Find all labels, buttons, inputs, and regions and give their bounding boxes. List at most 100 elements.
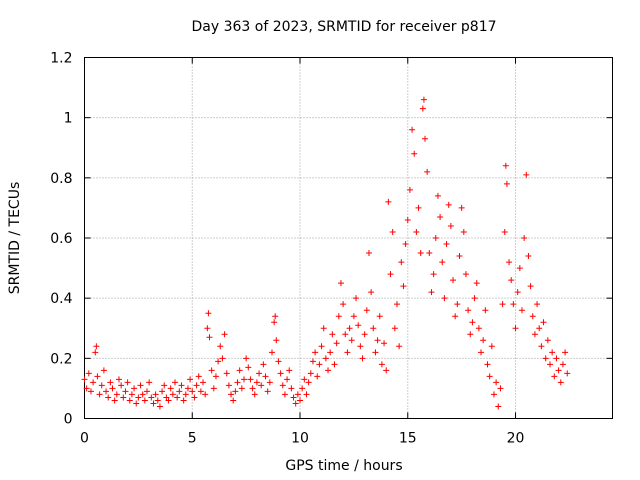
data-point: [331, 361, 338, 368]
data-point: [318, 343, 325, 350]
data-point: [262, 373, 269, 380]
data-point: [365, 250, 372, 257]
data-point: [133, 400, 140, 407]
data-point: [484, 361, 491, 368]
data-point: [115, 376, 122, 383]
data-point: [419, 105, 426, 112]
data-point: [434, 192, 441, 199]
data-point: [154, 397, 161, 404]
data-point: [445, 201, 452, 208]
data-point: [499, 301, 506, 308]
data-point: [141, 397, 148, 404]
data-point: [372, 349, 379, 356]
data-point: [374, 337, 381, 344]
data-point: [202, 391, 209, 398]
data-point: [424, 168, 431, 175]
x-axis-label: GPS time / hours: [285, 458, 402, 474]
data-point: [370, 325, 377, 332]
data-point: [559, 361, 566, 368]
data-point: [393, 301, 400, 308]
data-point: [428, 289, 435, 296]
data-point: [404, 216, 411, 223]
data-point: [415, 204, 422, 211]
data-point: [523, 171, 530, 178]
y-tick-label: 0.8: [50, 171, 72, 187]
data-point: [260, 361, 267, 368]
data-point: [272, 313, 279, 320]
data-point: [305, 379, 312, 386]
data-point: [85, 370, 92, 377]
data-point: [299, 385, 306, 392]
data-point: [275, 358, 282, 365]
data-point: [447, 222, 454, 229]
data-point: [139, 391, 146, 398]
y-tick-label: 0.6: [50, 231, 72, 247]
data-point: [400, 283, 407, 290]
data-point: [359, 355, 366, 362]
data-point: [273, 337, 280, 344]
data-point: [286, 367, 293, 374]
data-point: [531, 331, 538, 338]
data-point: [221, 331, 228, 338]
y-tick-label: 1: [64, 111, 73, 127]
data-point: [167, 385, 174, 392]
data-point: [342, 331, 349, 338]
x-tick-label: 15: [399, 431, 417, 447]
axis-ticks: [84, 57, 613, 419]
data-point: [510, 301, 517, 308]
data-point: [124, 379, 131, 386]
data-point: [490, 391, 497, 398]
data-point: [236, 367, 243, 374]
grid: [84, 57, 613, 419]
data-point: [506, 259, 513, 266]
data-point: [355, 322, 362, 329]
data-point: [398, 259, 405, 266]
data-point: [452, 313, 459, 320]
data-point: [131, 385, 138, 392]
data-point: [126, 397, 133, 404]
data-point: [210, 385, 217, 392]
data-point: [514, 289, 521, 296]
data-point: [381, 340, 388, 347]
data-point: [391, 325, 398, 332]
data-point: [462, 271, 469, 278]
data-point: [529, 313, 536, 320]
data-point: [96, 391, 103, 398]
data-point: [243, 355, 250, 362]
data-point: [316, 361, 323, 368]
data-point: [512, 325, 519, 332]
data-point: [109, 385, 116, 392]
data-point: [344, 349, 351, 356]
data-point: [206, 334, 213, 341]
data-point: [279, 382, 286, 389]
data-point: [163, 394, 170, 401]
data-point: [107, 379, 114, 386]
data-point: [92, 349, 99, 356]
data-point: [297, 397, 304, 404]
data-point: [527, 283, 534, 290]
x-tick-label: 0: [80, 431, 89, 447]
data-point: [387, 271, 394, 278]
data-point: [501, 228, 508, 235]
data-point: [146, 379, 153, 386]
data-point: [176, 388, 183, 395]
data-point: [502, 162, 509, 169]
data-point: [189, 388, 196, 395]
data-point: [353, 295, 360, 302]
data-point: [378, 361, 385, 368]
data-point: [307, 370, 314, 377]
data-point: [135, 394, 142, 401]
data-point: [486, 373, 493, 380]
data-point: [301, 376, 308, 383]
data-point: [482, 307, 489, 314]
data-point: [266, 379, 273, 386]
data-point: [406, 186, 413, 193]
data-point: [450, 277, 457, 284]
data-point: [312, 349, 319, 356]
data-point: [172, 379, 179, 386]
data-point: [256, 370, 263, 377]
data-point: [156, 403, 163, 410]
data-point: [93, 343, 100, 350]
data-point: [441, 295, 448, 302]
data-point: [337, 280, 344, 287]
